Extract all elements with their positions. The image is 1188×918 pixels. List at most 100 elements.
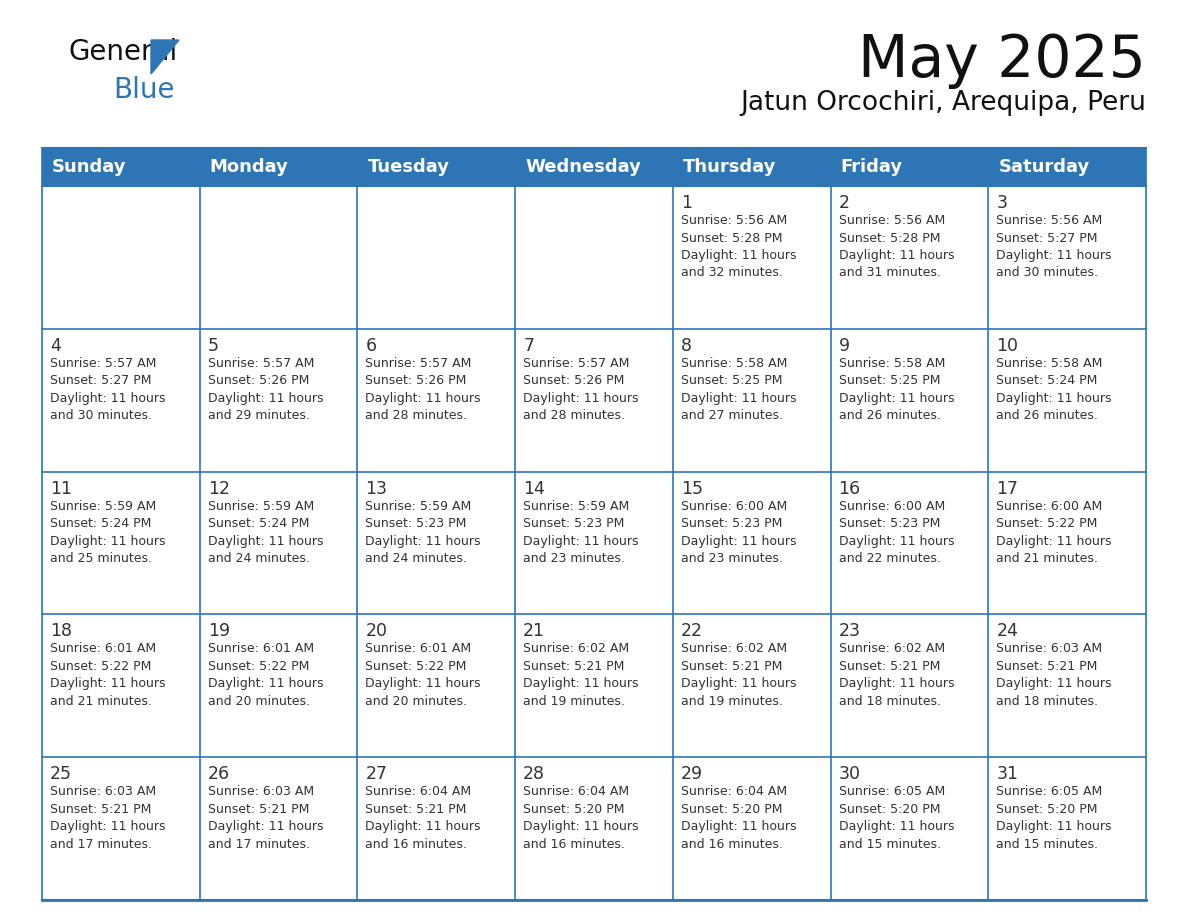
Text: 10: 10 (997, 337, 1018, 354)
Text: Blue: Blue (113, 76, 175, 104)
Bar (516, 148, 672, 186)
Text: 31: 31 (997, 766, 1018, 783)
Text: Monday: Monday (210, 158, 289, 176)
Text: 13: 13 (366, 479, 387, 498)
Bar (988, 186, 1146, 329)
Text: Sunrise: 5:58 AM
Sunset: 5:25 PM
Daylight: 11 hours
and 26 minutes.: Sunrise: 5:58 AM Sunset: 5:25 PM Dayligh… (839, 357, 954, 422)
Bar (672, 148, 830, 186)
Text: 28: 28 (523, 766, 545, 783)
Bar (200, 186, 358, 329)
Bar (516, 186, 672, 329)
Bar (830, 329, 988, 472)
Bar (358, 757, 516, 900)
Text: Sunrise: 6:00 AM
Sunset: 5:23 PM
Daylight: 11 hours
and 22 minutes.: Sunrise: 6:00 AM Sunset: 5:23 PM Dayligh… (839, 499, 954, 565)
Text: Sunrise: 5:57 AM
Sunset: 5:27 PM
Daylight: 11 hours
and 30 minutes.: Sunrise: 5:57 AM Sunset: 5:27 PM Dayligh… (50, 357, 165, 422)
Text: 6: 6 (366, 337, 377, 354)
Text: 18: 18 (50, 622, 72, 641)
Bar (358, 472, 516, 614)
Text: 5: 5 (208, 337, 219, 354)
Text: 4: 4 (50, 337, 61, 354)
Text: Sunrise: 6:01 AM
Sunset: 5:22 PM
Daylight: 11 hours
and 21 minutes.: Sunrise: 6:01 AM Sunset: 5:22 PM Dayligh… (50, 643, 165, 708)
Bar (830, 757, 988, 900)
Text: General: General (68, 38, 177, 66)
Bar (358, 186, 516, 329)
Text: Sunrise: 5:59 AM
Sunset: 5:23 PM
Daylight: 11 hours
and 24 minutes.: Sunrise: 5:59 AM Sunset: 5:23 PM Dayligh… (366, 499, 481, 565)
Text: Sunrise: 6:00 AM
Sunset: 5:23 PM
Daylight: 11 hours
and 23 minutes.: Sunrise: 6:00 AM Sunset: 5:23 PM Dayligh… (681, 499, 796, 565)
Text: 19: 19 (208, 622, 229, 641)
Text: 21: 21 (523, 622, 545, 641)
Text: 27: 27 (366, 766, 387, 783)
Bar (988, 614, 1146, 757)
Text: Jatun Orcochiri, Arequipa, Peru: Jatun Orcochiri, Arequipa, Peru (740, 90, 1146, 116)
Bar (988, 472, 1146, 614)
Text: 2: 2 (839, 194, 849, 212)
Bar (358, 614, 516, 757)
Text: Sunrise: 5:59 AM
Sunset: 5:24 PM
Daylight: 11 hours
and 25 minutes.: Sunrise: 5:59 AM Sunset: 5:24 PM Dayligh… (50, 499, 165, 565)
Bar (672, 614, 830, 757)
Bar (672, 186, 830, 329)
Bar (516, 472, 672, 614)
Bar (358, 329, 516, 472)
Bar (42, 757, 200, 900)
Text: 26: 26 (208, 766, 229, 783)
Bar (830, 186, 988, 329)
Text: Saturday: Saturday (998, 158, 1089, 176)
Text: Sunrise: 6:01 AM
Sunset: 5:22 PM
Daylight: 11 hours
and 20 minutes.: Sunrise: 6:01 AM Sunset: 5:22 PM Dayligh… (208, 643, 323, 708)
Bar (672, 472, 830, 614)
Text: Sunrise: 6:05 AM
Sunset: 5:20 PM
Daylight: 11 hours
and 15 minutes.: Sunrise: 6:05 AM Sunset: 5:20 PM Dayligh… (839, 785, 954, 851)
Text: Sunrise: 5:59 AM
Sunset: 5:24 PM
Daylight: 11 hours
and 24 minutes.: Sunrise: 5:59 AM Sunset: 5:24 PM Dayligh… (208, 499, 323, 565)
Bar (42, 329, 200, 472)
Text: 17: 17 (997, 479, 1018, 498)
Bar (516, 614, 672, 757)
Bar (516, 757, 672, 900)
Text: Sunrise: 5:58 AM
Sunset: 5:25 PM
Daylight: 11 hours
and 27 minutes.: Sunrise: 5:58 AM Sunset: 5:25 PM Dayligh… (681, 357, 796, 422)
Bar (42, 148, 200, 186)
Text: Sunrise: 6:03 AM
Sunset: 5:21 PM
Daylight: 11 hours
and 18 minutes.: Sunrise: 6:03 AM Sunset: 5:21 PM Dayligh… (997, 643, 1112, 708)
Text: Sunrise: 5:59 AM
Sunset: 5:23 PM
Daylight: 11 hours
and 23 minutes.: Sunrise: 5:59 AM Sunset: 5:23 PM Dayligh… (523, 499, 639, 565)
Text: 24: 24 (997, 622, 1018, 641)
Text: 29: 29 (681, 766, 703, 783)
Text: 7: 7 (523, 337, 535, 354)
Text: 30: 30 (839, 766, 860, 783)
Bar (200, 757, 358, 900)
Bar (988, 757, 1146, 900)
Text: 23: 23 (839, 622, 860, 641)
Text: Sunrise: 6:04 AM
Sunset: 5:20 PM
Daylight: 11 hours
and 16 minutes.: Sunrise: 6:04 AM Sunset: 5:20 PM Dayligh… (523, 785, 639, 851)
Bar (672, 757, 830, 900)
Bar (358, 148, 516, 186)
Text: Sunrise: 6:00 AM
Sunset: 5:22 PM
Daylight: 11 hours
and 21 minutes.: Sunrise: 6:00 AM Sunset: 5:22 PM Dayligh… (997, 499, 1112, 565)
Bar (988, 148, 1146, 186)
Text: Sunrise: 6:02 AM
Sunset: 5:21 PM
Daylight: 11 hours
and 18 minutes.: Sunrise: 6:02 AM Sunset: 5:21 PM Dayligh… (839, 643, 954, 708)
Text: 22: 22 (681, 622, 703, 641)
Text: Sunrise: 6:02 AM
Sunset: 5:21 PM
Daylight: 11 hours
and 19 minutes.: Sunrise: 6:02 AM Sunset: 5:21 PM Dayligh… (523, 643, 639, 708)
Text: Sunday: Sunday (52, 158, 126, 176)
Text: Sunrise: 6:04 AM
Sunset: 5:20 PM
Daylight: 11 hours
and 16 minutes.: Sunrise: 6:04 AM Sunset: 5:20 PM Dayligh… (681, 785, 796, 851)
Text: 12: 12 (208, 479, 229, 498)
Text: Wednesday: Wednesday (525, 158, 642, 176)
Text: Sunrise: 6:01 AM
Sunset: 5:22 PM
Daylight: 11 hours
and 20 minutes.: Sunrise: 6:01 AM Sunset: 5:22 PM Dayligh… (366, 643, 481, 708)
Text: 14: 14 (523, 479, 545, 498)
Text: 1: 1 (681, 194, 691, 212)
Text: Sunrise: 6:03 AM
Sunset: 5:21 PM
Daylight: 11 hours
and 17 minutes.: Sunrise: 6:03 AM Sunset: 5:21 PM Dayligh… (50, 785, 165, 851)
Bar (200, 472, 358, 614)
Polygon shape (151, 40, 179, 74)
Text: Sunrise: 5:57 AM
Sunset: 5:26 PM
Daylight: 11 hours
and 29 minutes.: Sunrise: 5:57 AM Sunset: 5:26 PM Dayligh… (208, 357, 323, 422)
Text: Sunrise: 5:56 AM
Sunset: 5:27 PM
Daylight: 11 hours
and 30 minutes.: Sunrise: 5:56 AM Sunset: 5:27 PM Dayligh… (997, 214, 1112, 279)
Bar (988, 329, 1146, 472)
Text: 15: 15 (681, 479, 703, 498)
Text: 20: 20 (366, 622, 387, 641)
Bar (672, 329, 830, 472)
Text: Sunrise: 5:56 AM
Sunset: 5:28 PM
Daylight: 11 hours
and 31 minutes.: Sunrise: 5:56 AM Sunset: 5:28 PM Dayligh… (839, 214, 954, 279)
Bar (200, 148, 358, 186)
Text: 16: 16 (839, 479, 860, 498)
Text: Sunrise: 5:57 AM
Sunset: 5:26 PM
Daylight: 11 hours
and 28 minutes.: Sunrise: 5:57 AM Sunset: 5:26 PM Dayligh… (523, 357, 639, 422)
Bar (42, 614, 200, 757)
Text: Friday: Friday (841, 158, 903, 176)
Text: 3: 3 (997, 194, 1007, 212)
Bar (200, 329, 358, 472)
Text: 8: 8 (681, 337, 691, 354)
Text: Sunrise: 6:02 AM
Sunset: 5:21 PM
Daylight: 11 hours
and 19 minutes.: Sunrise: 6:02 AM Sunset: 5:21 PM Dayligh… (681, 643, 796, 708)
Text: Sunrise: 5:57 AM
Sunset: 5:26 PM
Daylight: 11 hours
and 28 minutes.: Sunrise: 5:57 AM Sunset: 5:26 PM Dayligh… (366, 357, 481, 422)
Bar (42, 472, 200, 614)
Text: Sunrise: 6:03 AM
Sunset: 5:21 PM
Daylight: 11 hours
and 17 minutes.: Sunrise: 6:03 AM Sunset: 5:21 PM Dayligh… (208, 785, 323, 851)
